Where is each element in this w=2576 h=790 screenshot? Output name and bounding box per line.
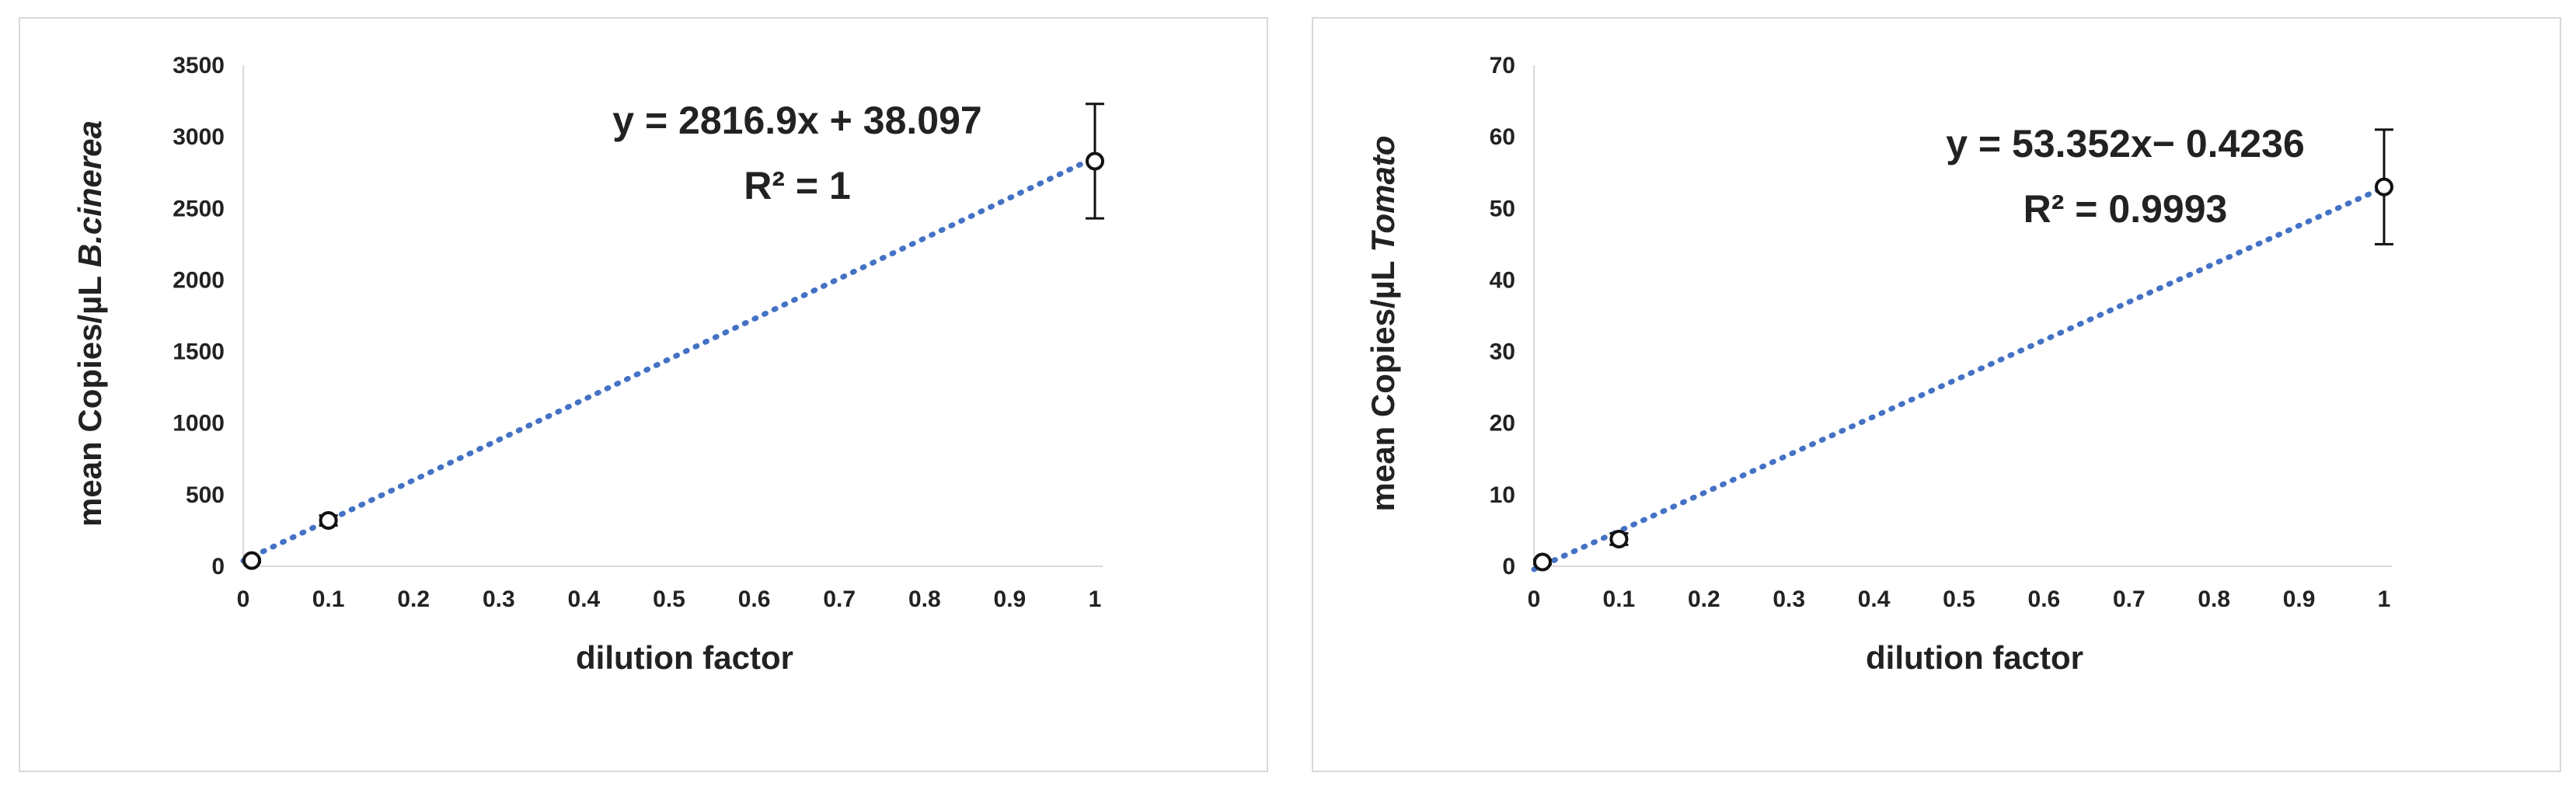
y-tick-label: 2500 — [173, 196, 225, 221]
data-point — [1609, 529, 1629, 548]
data-point — [1532, 552, 1552, 572]
data-point-group — [2375, 128, 2393, 245]
x-tick-label: 0.9 — [2283, 586, 2316, 612]
chart-panel-bcinerea: 0 500 1000 1500 2000 2500 3000 3500 0 0.1 0.2 0.3 0.… — [19, 17, 1268, 772]
y-tick-label: 50 — [1490, 196, 1515, 221]
y-axis-title-italic: Tomato — [1365, 136, 1401, 252]
x-tick-label: 0.1 — [1603, 586, 1636, 612]
data-point — [242, 551, 261, 570]
y-tick-label: 0 — [1502, 554, 1515, 579]
data-point-group — [242, 551, 261, 570]
x-tick-label: 0.7 — [2113, 586, 2146, 612]
data-point-group — [1532, 552, 1552, 572]
chart-panel-tomato: 0 10 20 30 40 50 60 70 0 0.1 0.2 0.3 0.4 0.5 0.6 0.7 0.8… — [1312, 17, 2561, 772]
y-tick-label: 70 — [1490, 53, 1515, 78]
y-tick-label: 2000 — [173, 267, 225, 293]
trendline-r-squared: R² = 1 — [744, 164, 851, 207]
x-tick-label: 0.6 — [738, 586, 771, 612]
y-tick-label: 10 — [1490, 482, 1515, 508]
x-tick-label: 0.4 — [1858, 586, 1891, 612]
x-tick-label: 0.3 — [1773, 586, 1805, 612]
x-tick-label: 0.8 — [2198, 586, 2230, 612]
data-point-group — [1609, 529, 1629, 548]
x-tick-label: 0.1 — [312, 586, 345, 612]
y-tick-label: 1000 — [173, 411, 225, 437]
y-axis-title-italic: B.cinerea — [71, 120, 108, 267]
trendline-equation: y = 53.352x− 0.4236 — [1946, 122, 2305, 165]
x-tick-label: 0.8 — [908, 586, 941, 612]
y-tick-label: 0 — [211, 554, 225, 579]
y-axis-title-plain: mean Copies/µL — [1365, 252, 1401, 512]
data-point-group — [1086, 103, 1104, 220]
y-tick-label: 40 — [1490, 267, 1515, 293]
trendline — [1531, 184, 2387, 572]
x-tick-label: 0.5 — [653, 586, 685, 612]
data-point — [319, 511, 338, 531]
data-point — [2375, 177, 2393, 197]
y-axis-title: mean Copies/µL B.cinerea — [71, 120, 108, 527]
y-tick-label: 20 — [1490, 411, 1515, 437]
y-axis-title-plain: mean Copies/µL — [71, 267, 108, 527]
x-tick-label: 0.5 — [1943, 586, 1975, 612]
x-tick-label: 0 — [1528, 586, 1541, 612]
x-tick-label: 0.4 — [568, 586, 601, 612]
data-point-group — [319, 511, 338, 531]
trendline-r-squared: R² = 0.9993 — [2024, 187, 2228, 231]
x-tick-label: 0.3 — [483, 586, 515, 612]
x-tick-label: 1 — [2378, 586, 2391, 612]
y-tick-label: 3500 — [173, 53, 225, 78]
x-tick-label: 0.9 — [994, 586, 1027, 612]
y-tick-label: 500 — [186, 482, 225, 508]
x-axis-title: dilution factor — [576, 639, 793, 676]
chart-tomato-svg: 0 10 20 30 40 50 60 70 0 0.1 0.2 0.3 0.4 0.5 0.6 0.7 0.8… — [1365, 53, 2393, 676]
y-tick-label: 3000 — [173, 124, 225, 150]
y-tick-label: 30 — [1490, 339, 1515, 365]
trendline — [240, 155, 1098, 564]
y-axis-title: mean Copies/µL Tomato — [1365, 136, 1401, 512]
x-tick-label: 0.2 — [1688, 586, 1720, 612]
x-axis-title: dilution factor — [1866, 639, 2083, 676]
y-tick-label: 60 — [1490, 124, 1515, 150]
x-tick-label: 0 — [237, 586, 250, 612]
x-tick-label: 0.2 — [397, 586, 430, 612]
x-tick-label: 0.6 — [2028, 586, 2061, 612]
trendline-equation: y = 2816.9x + 38.097 — [612, 99, 981, 142]
x-tick-label: 1 — [1089, 586, 1102, 612]
x-tick-label: 0.7 — [823, 586, 856, 612]
chart-bcinerea-svg: 0 500 1000 1500 2000 2500 3000 3500 0 0.1 0.2 0.3 0.… — [71, 53, 1104, 676]
y-tick-label: 1500 — [173, 339, 225, 365]
data-point — [1086, 151, 1104, 171]
